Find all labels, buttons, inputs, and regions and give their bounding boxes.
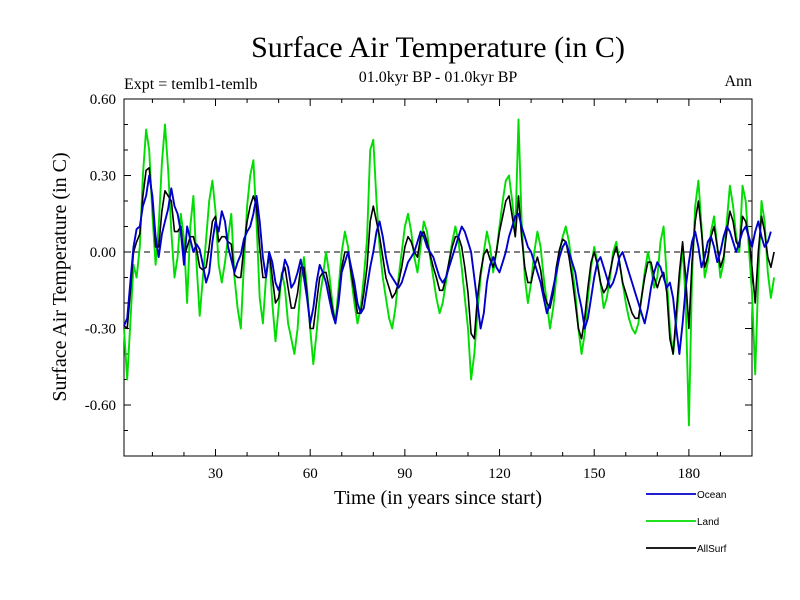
- legend-label-ocean: Ocean: [697, 490, 726, 501]
- legend: Ocean Land AllSurf: [646, 490, 727, 555]
- x-tick-label: 60: [303, 466, 318, 482]
- x-tick-label: 90: [397, 466, 412, 482]
- y-tick-label: -0.30: [85, 322, 116, 338]
- x-tick-label: 180: [678, 466, 701, 482]
- x-tick-label: 30: [208, 466, 223, 482]
- experiment-label: Expt = temlb1-temlb: [124, 76, 257, 93]
- series-group: [123, 118, 776, 427]
- y-axis: 0.60 0.30 0.00 -0.30 -0.60: [85, 92, 752, 457]
- legend-label-allsurf: AllSurf: [697, 544, 727, 555]
- x-tick-label: 120: [488, 466, 511, 482]
- y-tick-label: -0.60: [85, 398, 116, 414]
- series-line-ocean: [123, 174, 772, 355]
- y-axis-label: Surface Air Temperature (in C): [49, 152, 71, 401]
- y-tick-label: 0.60: [90, 92, 116, 108]
- season-label: Ann: [724, 73, 752, 90]
- y-tick-label: 0.30: [90, 169, 116, 185]
- series-line-land: [123, 118, 776, 427]
- chart-title: Surface Air Temperature (in C): [251, 31, 625, 64]
- legend-label-land: Land: [697, 517, 719, 528]
- chart-subtitle: 01.0kyr BP - 01.0kyr BP: [359, 69, 518, 86]
- x-axis: 30 60 90 120 150 180: [151, 99, 721, 482]
- x-tick-label: 150: [583, 466, 606, 482]
- x-axis-label: Time (in years since start): [334, 487, 542, 509]
- y-tick-label: 0.00: [90, 245, 116, 261]
